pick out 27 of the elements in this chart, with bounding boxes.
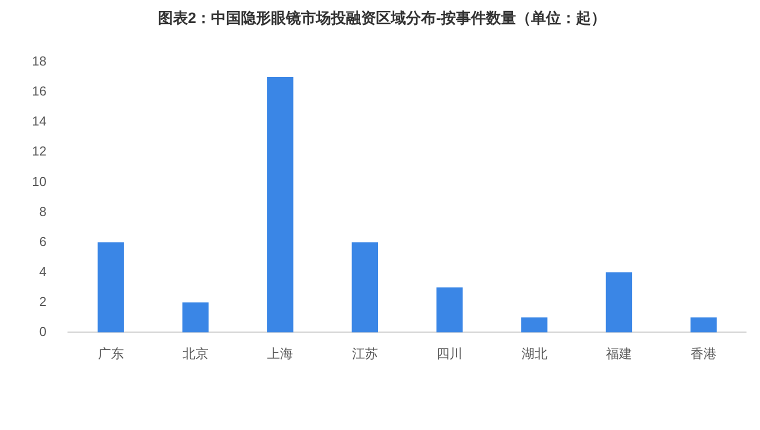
- x-tick-label: 湖北: [521, 346, 548, 361]
- y-tick-label: 10: [32, 174, 46, 189]
- x-tick-label: 江苏: [352, 346, 378, 361]
- bar: [606, 272, 632, 332]
- bar: [352, 242, 378, 332]
- bar: [690, 317, 717, 332]
- bar: [436, 287, 463, 332]
- bar: [267, 77, 294, 332]
- x-tick-label: 上海: [267, 346, 294, 361]
- y-tick-label: 6: [39, 234, 46, 249]
- y-tick-label: 16: [32, 84, 46, 99]
- y-tick-label: 0: [39, 324, 46, 339]
- x-tick-label: 北京: [182, 346, 208, 361]
- y-tick-label: 2: [39, 294, 46, 309]
- y-tick-label: 8: [39, 204, 46, 219]
- y-tick-label: 12: [32, 144, 46, 159]
- x-tick-label: 香港: [690, 346, 717, 361]
- x-tick-label: 福建: [606, 346, 632, 361]
- chart-title: 图表2：中国隐形眼镜市场投融资区域分布-按事件数量（单位：起）: [158, 9, 606, 28]
- y-tick-label: 14: [32, 114, 46, 129]
- x-tick-label: 四川: [436, 346, 463, 361]
- bar: [182, 302, 209, 332]
- y-tick-label: 18: [32, 54, 46, 69]
- bar: [98, 242, 124, 332]
- bar: [521, 317, 548, 332]
- x-tick-label: 广东: [98, 346, 124, 361]
- y-tick-label: 4: [39, 264, 46, 279]
